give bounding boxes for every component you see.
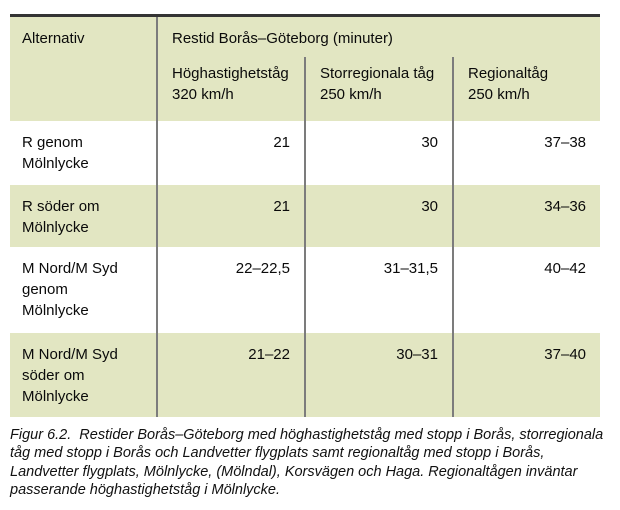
row-label: M Nord/M Syd genom Mölnlycke	[22, 259, 118, 319]
table-title: Restid Borås–Göteborg (minuter)	[155, 15, 601, 57]
value-cell: 37–40	[451, 332, 601, 417]
value-cell: 40–42	[451, 246, 601, 333]
figure-caption: Figur 6.2. Restider Borås–Göteborg med h…	[10, 426, 604, 499]
value-cell: 22–22,5	[156, 246, 305, 333]
column-header-regionaltag: Regionaltåg 250 km/h	[451, 56, 601, 121]
row-label: R genom Mölnlycke	[22, 133, 89, 172]
table-row: M Nord/M Syd genom Mölnlycke 22–22,5 31–…	[10, 246, 601, 333]
value-cell: 30–31	[304, 332, 453, 417]
table-row: R söder om Mölnlycke 21 30 34–36	[10, 184, 601, 247]
table-subheader-row: Höghastighetståg 320 km/h Storregionala …	[10, 56, 601, 121]
value-cell: 31–31,5	[304, 246, 453, 333]
table-title-row: Alternativ Restid Borås–Göteborg (minute…	[10, 15, 601, 57]
column-header-hoghastighetstag: Höghastighetståg 320 km/h	[156, 56, 305, 121]
table-row: R genom Mölnlycke 21 30 37–38	[10, 120, 601, 185]
value-cell: 34–36	[451, 184, 601, 247]
value-cell: 37–38	[451, 120, 601, 185]
value-cell: 21–22	[156, 332, 305, 417]
row-label: R söder om Mölnlycke	[22, 197, 100, 236]
column-header-storregionala-tag: Storregionala tåg 250 km/h	[304, 56, 453, 121]
value-cell: 21	[156, 120, 305, 185]
value-cell: 30	[304, 184, 453, 247]
travel-time-table: Alternativ Restid Borås–Göteborg (minute…	[10, 14, 601, 417]
row-label: M Nord/M Syd söder om Mölnlycke	[22, 345, 118, 405]
column-header-alternativ: Alternativ	[22, 30, 85, 47]
value-cell: 30	[304, 120, 453, 185]
table-row: M Nord/M Syd söder om Mölnlycke 21–22 30…	[10, 332, 601, 417]
value-cell: 21	[156, 184, 305, 247]
